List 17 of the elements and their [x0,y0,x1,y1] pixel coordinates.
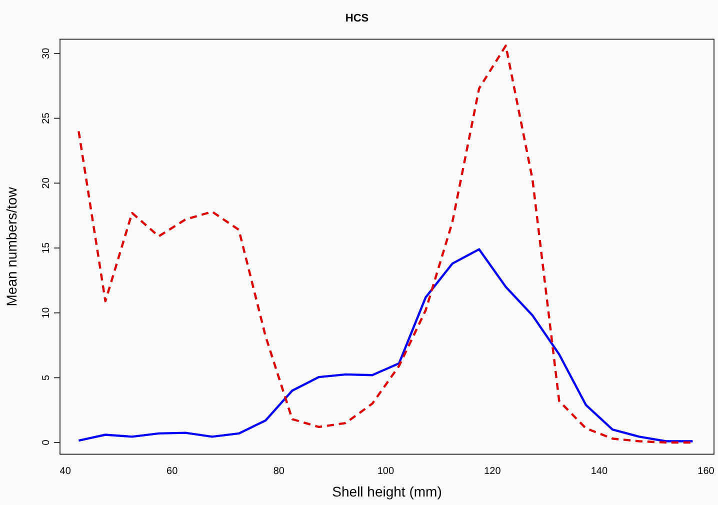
x-tick-label: 160 [698,466,715,477]
x-axis-title: Shell height (mm) [332,483,442,500]
y-tick-label: 5 [40,374,52,380]
x-tick-label: 60 [166,466,178,477]
x-tick-label: 40 [60,466,72,477]
y-axis-title: Mean numbers/tow [3,186,20,306]
x-tick-label: 80 [273,466,285,477]
y-tick-label: 15 [40,242,52,254]
x-tick-label: 120 [484,466,502,477]
chart-title: HCS [345,12,369,25]
y-tick-label: 10 [40,306,52,318]
x-tick-label: 100 [377,466,394,477]
x-tick-label: 140 [590,466,608,477]
y-tick-label: 0 [40,439,52,446]
y-tick-label: 25 [40,112,52,124]
y-tick-label: 20 [40,177,52,189]
y-tick-label: 30 [40,47,52,60]
